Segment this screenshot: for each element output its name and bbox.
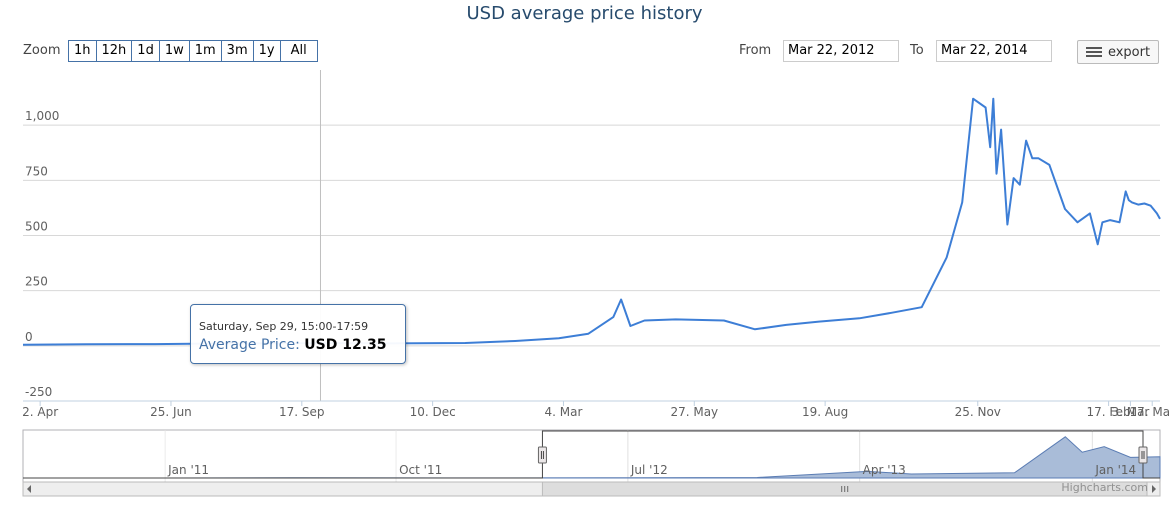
tooltip-value: USD 12.35 xyxy=(304,337,387,353)
navigator-selection-outline xyxy=(23,430,1160,479)
zoom-1h-button[interactable]: 1h xyxy=(69,41,97,61)
y-tick-label: 750 xyxy=(25,164,48,178)
navigator-tick-label: Jan '11 xyxy=(167,463,209,477)
x-tick-label: 17. Mar xyxy=(1129,405,1169,419)
x-tick-label: 2. Apr xyxy=(22,405,58,419)
tooltip-series-label: Average Price: xyxy=(199,337,300,353)
navigator-tick-label: Jul '12 xyxy=(630,463,668,477)
zoom-all-button[interactable]: All xyxy=(280,41,317,61)
menu-icon xyxy=(1085,46,1102,58)
zoom-12h-button[interactable]: 12h xyxy=(96,41,133,61)
y-tick-label: 0 xyxy=(25,330,33,344)
scrollbar-grip-icon xyxy=(841,486,849,492)
y-tick-label: 1,000 xyxy=(25,109,59,123)
chart-title: USD average price history xyxy=(466,3,703,24)
x-tick-label: 17. Feb xyxy=(1087,405,1131,419)
x-axis-labels: 2. Apr 25. Jun 17. Sep 10. Dec 4. Mar 27. May… xyxy=(22,401,1169,419)
x-tick-label: 27. May xyxy=(670,405,718,419)
x-tick-label: 17. Sep xyxy=(279,405,325,419)
x-tick-label: 25. Nov xyxy=(955,405,1001,419)
navigator-x-labels: Jan '11 Oct '11 Jul '12 Apr '13 Jan '14 xyxy=(167,463,1136,477)
zoom-1d-button[interactable]: 1d xyxy=(132,41,160,61)
x-tick-label: 3. Mar xyxy=(1111,405,1149,419)
to-label: To xyxy=(910,43,924,58)
average-price-series-line[interactable] xyxy=(22,97,1161,346)
navigator-tick-label: Apr '13 xyxy=(863,463,906,477)
zoom-1m-button[interactable]: 1m xyxy=(189,41,222,61)
navigator-handle-right[interactable] xyxy=(1138,446,1148,464)
zoom-1w-button[interactable]: 1w xyxy=(159,41,190,61)
scroll-left-arrow-icon[interactable] xyxy=(27,485,31,493)
y-tick-label: 250 xyxy=(25,275,48,289)
credits-link[interactable]: Highcharts.com xyxy=(1061,481,1148,494)
scrollbar[interactable] xyxy=(22,481,1161,497)
y-axis-labels: -250 0 250 500 750 1,000 xyxy=(25,109,59,399)
y-tick-label: 500 xyxy=(25,220,48,234)
export-button[interactable]: export xyxy=(1077,40,1159,64)
x-tick-label: 4. Mar xyxy=(545,405,583,419)
zoom-label: Zoom xyxy=(23,43,61,58)
zoom-3m-button[interactable]: 3m xyxy=(221,41,254,61)
to-date-input[interactable]: Mar 22, 2014 xyxy=(936,40,1052,62)
x-tick-label: 10. Dec xyxy=(410,405,456,419)
tooltip-date: Saturday, Sep 29, 15:00-17:59 xyxy=(199,320,369,333)
y-tick-label: -250 xyxy=(25,385,52,399)
navigator-handle-left[interactable] xyxy=(537,446,547,464)
x-tick-label: 25. Jun xyxy=(150,405,192,419)
from-label: From xyxy=(739,43,772,58)
navigator-grid xyxy=(164,430,1093,482)
scroll-right-arrow-icon[interactable] xyxy=(1152,485,1156,493)
navigator-tick-label: Jan '14 xyxy=(1094,463,1136,477)
tooltip: Saturday, Sep 29, 15:00-17:59 Average Pr… xyxy=(190,304,406,364)
x-tick-label: 19. Aug xyxy=(802,405,848,419)
navigator-tick-label: Oct '11 xyxy=(399,463,442,477)
navigator[interactable]: Jan '11 Oct '11 Jul '12 Apr '13 Jan '14 xyxy=(22,429,1161,483)
zoom-button-group: 1h 12h 1d 1w 1m 3m 1y All xyxy=(68,40,318,62)
export-label: export xyxy=(1107,44,1151,60)
navigator-mask xyxy=(24,431,543,481)
zoom-1y-button[interactable]: 1y xyxy=(253,41,281,61)
from-date-input[interactable]: Mar 22, 2012 xyxy=(783,40,899,62)
tooltip-line: Average Price: USD 12.35 xyxy=(199,337,387,353)
